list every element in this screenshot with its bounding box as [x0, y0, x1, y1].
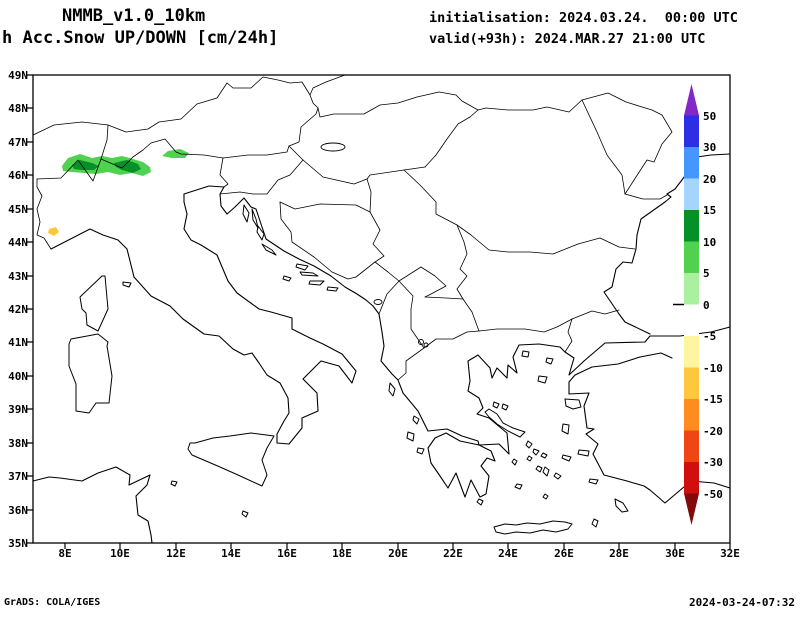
colorbar-label: -30: [703, 456, 723, 469]
colorbar-label: -15: [703, 393, 723, 406]
colorbar-label: 15: [703, 204, 717, 217]
valid-time: valid(+93h): 2024.MAR.27 21:00 UTC: [429, 31, 706, 47]
lat-label: 37N: [8, 470, 28, 483]
lat-label: 46N: [8, 169, 28, 182]
lat-label: 39N: [8, 403, 28, 416]
marmara-south-coast: [574, 352, 673, 376]
lon-label: 30E: [665, 547, 685, 560]
snow-patch-light-green-small: [162, 149, 189, 158]
coastlines: [32, 153, 731, 544]
lat-label: 35N: [8, 537, 28, 550]
lon-label: 16E: [277, 547, 297, 560]
lake-balaton: [320, 142, 346, 152]
snow-patch-yellow-liguria: [48, 227, 59, 236]
snow-patches: [48, 149, 189, 236]
colorbar-arrow-bottom: [684, 493, 699, 525]
creation-timestamp: 2024-03-24-07:32: [689, 596, 795, 609]
lat-label: 42N: [8, 303, 28, 316]
lake-ohrid: [418, 339, 424, 345]
colorbar-label: -50: [703, 488, 723, 501]
product-title: h Acc.Snow UP/DOWN [cm/24h]: [2, 28, 279, 48]
lat-ticks: [27, 74, 33, 544]
africa-coastline: [32, 466, 153, 544]
europe-coastline: [50, 185, 731, 455]
lon-label: 32E: [720, 547, 740, 560]
snow-patch-dark-green-east: [114, 160, 141, 173]
lon-label: 26E: [554, 547, 574, 560]
lon-label: 28E: [609, 547, 629, 560]
lon-ticks: [64, 543, 731, 549]
lake-skadar: [373, 299, 383, 305]
lon-label: 20E: [388, 547, 408, 560]
map-frame: [27, 74, 731, 549]
lat-label: 48N: [8, 102, 28, 115]
colorbar-arrow-top: [684, 84, 699, 116]
lat-label: 43N: [8, 270, 28, 283]
grads-stamp: GrADS: COLA/IGES: [4, 597, 101, 608]
colorbar-label: -5: [703, 330, 717, 343]
init-time: initialisation: 2024.03.24. 00:00 UTC: [429, 10, 738, 26]
colorbar-label: 50: [703, 110, 717, 123]
lat-label: 41N: [8, 336, 28, 349]
lat-label: 49N: [8, 69, 28, 82]
colorbar: [673, 84, 699, 525]
anatolia-coastline: [568, 374, 731, 504]
colorbar-label: 10: [703, 236, 717, 249]
islands: [68, 204, 629, 535]
colorbar-label: 30: [703, 141, 717, 154]
lon-label: 18E: [332, 547, 352, 560]
lakes: [320, 142, 429, 348]
lon-label: 12E: [166, 547, 186, 560]
colorbar-label: -20: [703, 425, 723, 438]
colorbar-label: -10: [703, 362, 723, 375]
lon-label: 22E: [443, 547, 463, 560]
snow-patch-dark-green-west: [72, 160, 99, 170]
lat-label: 47N: [8, 136, 28, 149]
colorbar-label: 5: [703, 267, 710, 280]
lon-label: 14E: [221, 547, 241, 560]
colorbar-label: 0: [703, 299, 710, 312]
model-title: NMMB_v1.0_10km: [62, 6, 206, 26]
lat-label: 45N: [8, 203, 28, 216]
lon-label: 8E: [58, 547, 72, 560]
lat-label: 40N: [8, 370, 28, 383]
lon-label: 24E: [498, 547, 518, 560]
colorbar-label: 20: [703, 173, 717, 186]
peloponnese-coastline: [427, 432, 496, 498]
lat-label: 38N: [8, 437, 28, 450]
lon-label: 10E: [110, 547, 130, 560]
country-borders: [32, 74, 673, 381]
lat-label: 44N: [8, 236, 28, 249]
lat-label: 36N: [8, 504, 28, 517]
